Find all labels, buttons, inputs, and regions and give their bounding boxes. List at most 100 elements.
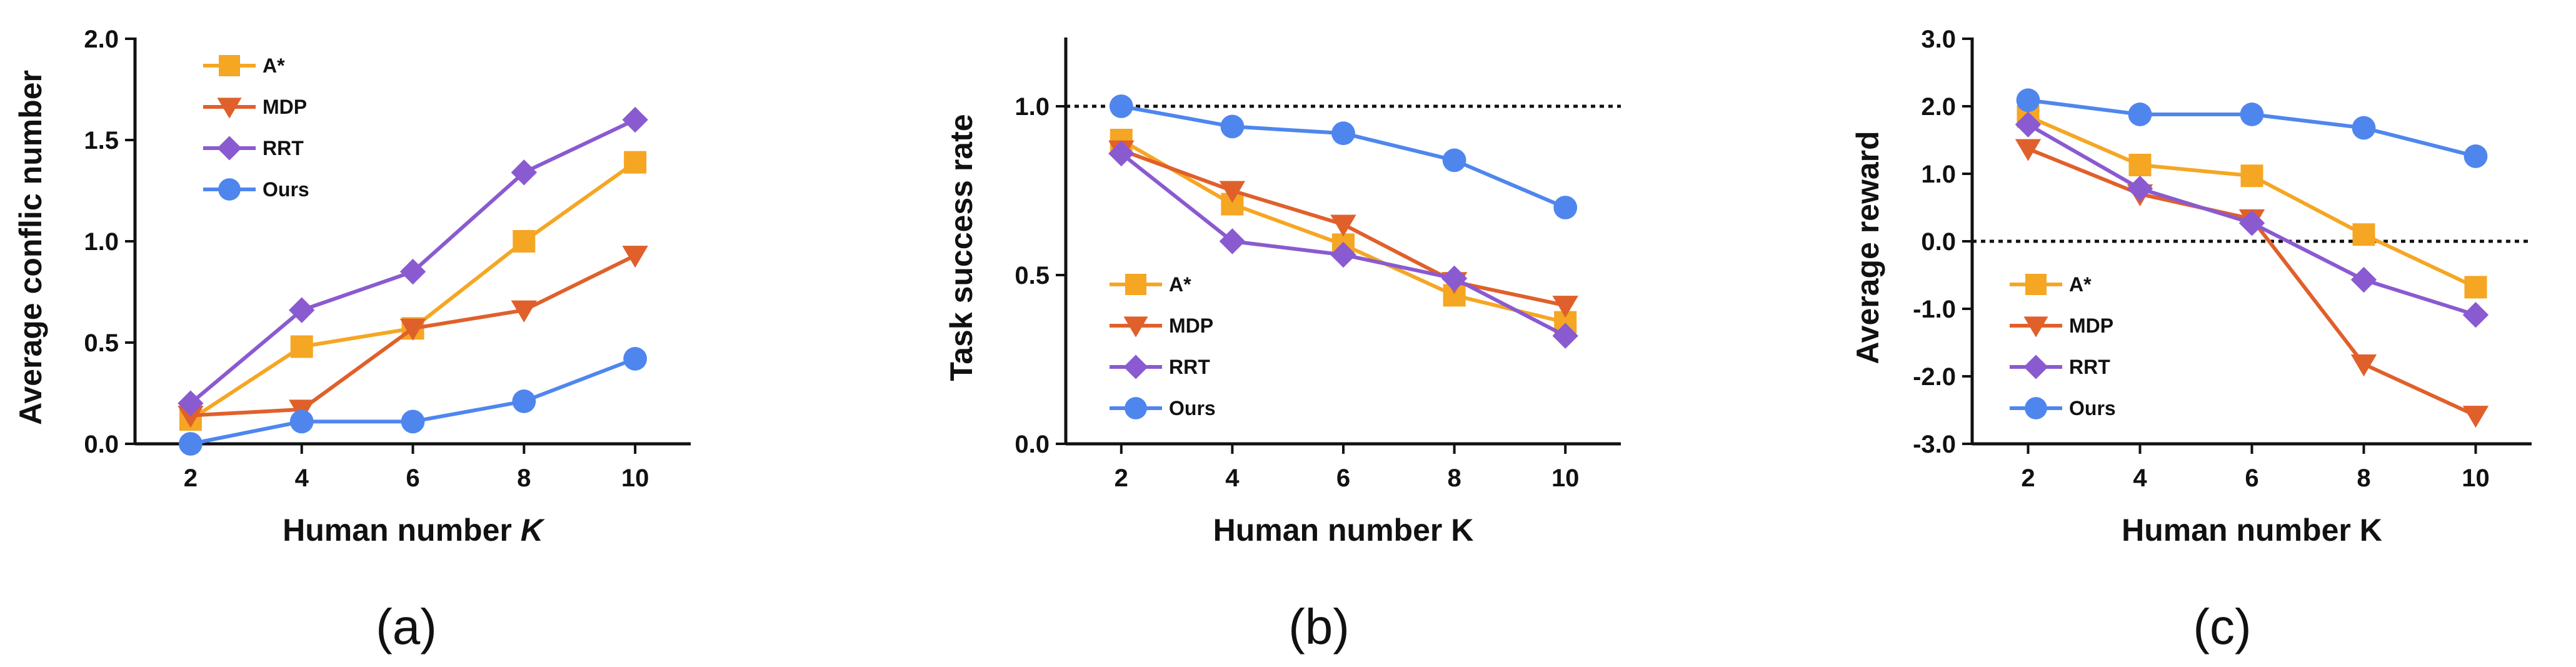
x-axis-title: Human number K: [283, 513, 546, 548]
legend-marker: [2023, 316, 2048, 338]
data-point: [2128, 153, 2152, 176]
data-point: [511, 159, 537, 186]
panel-caption: (b): [1288, 599, 1350, 654]
chart-a: 0.0 0.5 1.0 1.5 2.0 2 4 6 8 10 Human number K Avera…: [13, 26, 691, 654]
x-tick-label: 10: [621, 464, 649, 492]
legend-marker: [1125, 274, 1146, 295]
series-a-: [179, 151, 647, 431]
series-line: [2027, 114, 2477, 289]
legend-marker: [2025, 274, 2047, 295]
legend-label: MDP: [1169, 314, 1213, 337]
x-tick-label: 6: [1336, 464, 1350, 492]
x-tick-label: 6: [2245, 464, 2258, 492]
x-tick-label: 2: [1115, 464, 1128, 492]
data-point: [2352, 223, 2375, 246]
legend-marker: [219, 55, 240, 76]
chart-c: -3.0 -2.0 -1.0 0.0 1.0 2.0 3.0 2 4 6 8 10 Human numb…: [1850, 26, 2532, 654]
data-point: [290, 335, 313, 358]
data-point: [622, 106, 648, 133]
data-point: [513, 230, 536, 253]
x-tick-label: 6: [406, 464, 419, 492]
legend-label: RRT: [1169, 356, 1210, 378]
data-point: [178, 390, 204, 416]
legend-label: MDP: [2069, 314, 2113, 337]
series-ours: [1109, 94, 1578, 219]
data-point: [399, 258, 426, 285]
legend-marker: [1125, 397, 1147, 419]
x-tick-label: 10: [2462, 464, 2490, 492]
panel-caption: (a): [376, 599, 437, 654]
data-point: [2464, 276, 2487, 299]
legend-marker: [218, 178, 241, 201]
y-tick-label: 1.0: [1921, 161, 1956, 188]
data-point: [1330, 214, 1356, 237]
legend-label: A*: [1169, 273, 1191, 296]
data-point: [2016, 88, 2040, 113]
data-point: [1331, 121, 1355, 146]
y-tick-label: 3.0: [1921, 26, 1956, 53]
series-mdp: [178, 246, 648, 428]
data-point: [2462, 406, 2489, 428]
data-point: [179, 432, 203, 456]
y-tick-label: -1.0: [1913, 296, 1956, 323]
legend-label: RRT: [263, 137, 304, 159]
legend-label: Ours: [1169, 397, 1216, 419]
legend-marker: [1123, 354, 1148, 379]
y-tick-label: 1.0: [1015, 93, 1050, 121]
y-tick-label: -2.0: [1913, 363, 1956, 391]
data-point: [289, 297, 315, 323]
x-tick-label: 4: [295, 464, 309, 492]
data-point: [1330, 241, 1356, 268]
data-point: [624, 151, 647, 174]
data-point: [1109, 94, 1133, 118]
series-rrt: [1108, 140, 1578, 349]
data-point: [1553, 196, 1578, 219]
legend-label: MDP: [263, 96, 307, 118]
series-rrt: [2015, 111, 2489, 328]
data-point: [1219, 181, 1246, 203]
legend-marker: [2025, 397, 2047, 419]
data-point: [2127, 176, 2153, 202]
data-point: [2350, 266, 2377, 293]
data-point: [1552, 323, 1578, 349]
x-axis-title: Human number K: [2122, 513, 2382, 548]
data-point: [2015, 139, 2042, 161]
data-point: [511, 300, 537, 323]
data-point: [1108, 140, 1135, 167]
x-tick-label: 2: [184, 464, 198, 492]
data-point: [622, 246, 648, 268]
data-point: [1219, 228, 1246, 254]
y-axis-title: Average conflic number: [13, 70, 48, 425]
x-tick-label: 8: [1447, 464, 1461, 492]
y-tick-label: 0.0: [84, 431, 119, 458]
data-point: [2463, 144, 2488, 168]
data-point: [399, 318, 426, 341]
series-ours: [179, 347, 647, 456]
x-tick-label: 10: [1551, 464, 1580, 492]
data-point: [289, 409, 314, 434]
y-axis-title: Average reward: [1850, 131, 1885, 364]
y-tick-label: 1.0: [84, 228, 119, 256]
series-rrt: [178, 106, 648, 416]
x-tick-label: 8: [517, 464, 531, 492]
legend-marker: [2023, 354, 2048, 379]
data-point: [2238, 210, 2265, 236]
legend-marker: [1123, 316, 1148, 338]
data-point: [401, 409, 425, 434]
legend-label: A*: [2069, 273, 2092, 296]
data-point: [2350, 354, 2377, 377]
data-point: [178, 406, 204, 428]
data-point: [2015, 111, 2042, 138]
chart-b: 0.0 0.5 1.0 2 4 6 8 10 Human number K Task succes…: [944, 38, 1621, 654]
legend-label: A*: [263, 54, 285, 77]
data-point: [512, 389, 536, 413]
data-point: [2240, 103, 2264, 126]
y-tick-label: 0.0: [1921, 228, 1956, 256]
y-tick-label: 2.0: [1921, 93, 1956, 121]
y-tick-label: 0.0: [1015, 431, 1050, 458]
y-tick-label: 1.5: [84, 127, 119, 154]
data-point: [1220, 114, 1245, 139]
legend-label: Ours: [263, 178, 309, 201]
y-tick-label: -3.0: [1913, 431, 1956, 458]
